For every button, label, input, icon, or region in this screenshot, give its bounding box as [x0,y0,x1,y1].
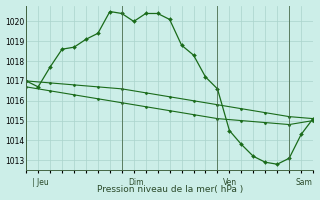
Text: | Jeu: | Jeu [32,178,49,187]
Text: Ven: Ven [223,178,237,187]
Text: Sam: Sam [295,178,312,187]
X-axis label: Pression niveau de la mer( hPa ): Pression niveau de la mer( hPa ) [97,185,243,194]
Text: Dim: Dim [128,178,143,187]
